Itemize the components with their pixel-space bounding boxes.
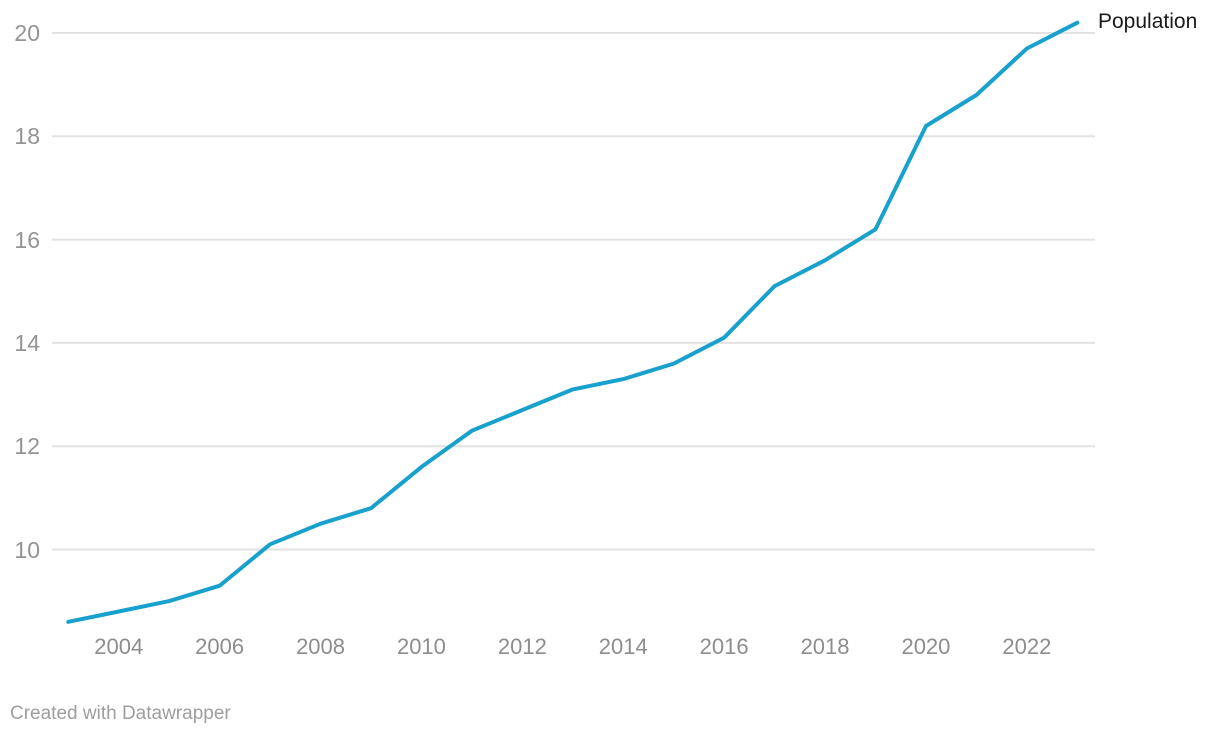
y-tick-label: 12: [14, 433, 40, 460]
plot-area: [52, 20, 1095, 624]
x-tick-label: 2008: [296, 634, 346, 659]
x-tick-label: 2006: [195, 634, 245, 659]
x-tick-label: 2014: [598, 634, 648, 659]
y-tick-label: 14: [14, 329, 40, 356]
y-tick-label: 16: [14, 226, 40, 253]
series-label: Population: [1098, 10, 1198, 33]
x-tick-label: 2018: [800, 634, 850, 659]
y-tick-label: 18: [14, 123, 40, 150]
y-tick-label: 10: [14, 536, 40, 563]
x-tick-label: 2016: [699, 634, 749, 659]
x-tick-label: 2020: [901, 634, 951, 659]
x-tick-label: 2010: [396, 634, 446, 659]
x-tick-label: 2004: [94, 634, 144, 659]
x-tick-label: 2022: [1002, 634, 1052, 659]
y-tick-label: 20: [14, 20, 40, 46]
population-line-series: [66, 20, 1080, 624]
attribution-link[interactable]: Created with Datawrapper: [10, 703, 231, 724]
x-tick-label: 2012: [497, 634, 547, 659]
